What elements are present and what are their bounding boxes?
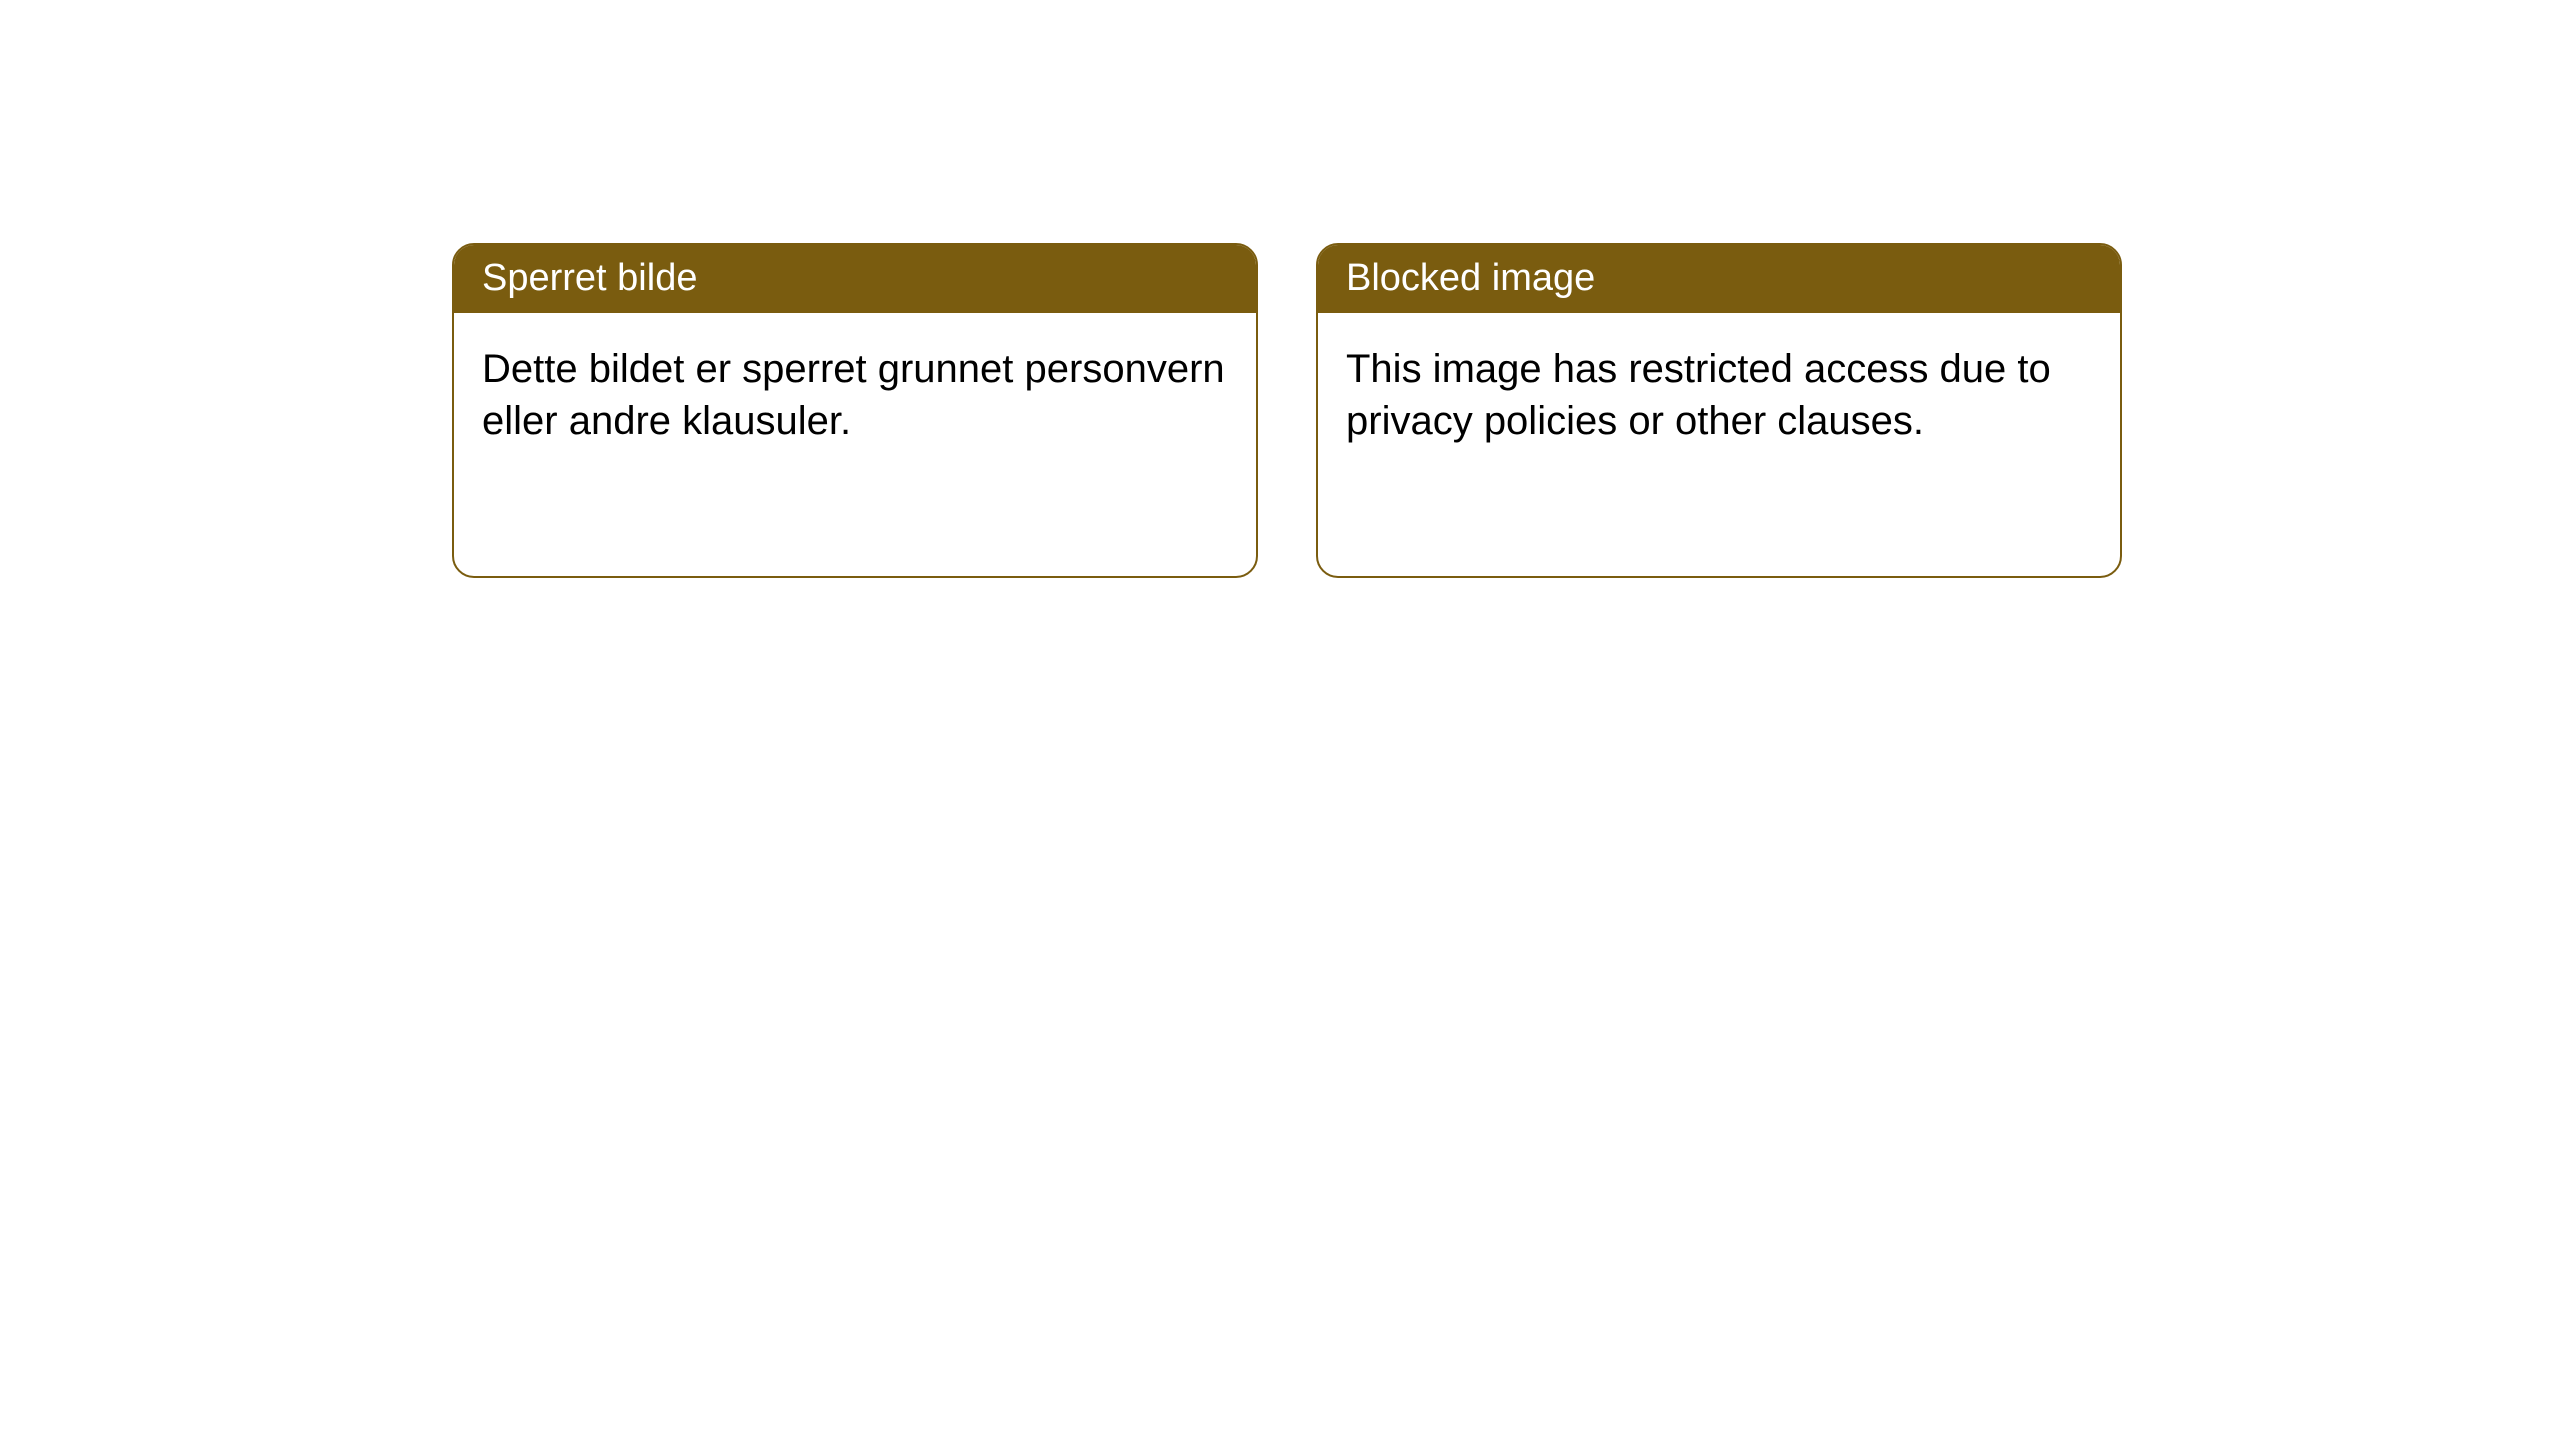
notice-header: Blocked image [1318, 245, 2120, 313]
notice-card-norwegian: Sperret bilde Dette bildet er sperret gr… [452, 243, 1258, 578]
notice-body: This image has restricted access due to … [1318, 313, 2120, 477]
notice-header: Sperret bilde [454, 245, 1256, 313]
notice-card-english: Blocked image This image has restricted … [1316, 243, 2122, 578]
notice-container: Sperret bilde Dette bildet er sperret gr… [0, 0, 2560, 578]
notice-body: Dette bildet er sperret grunnet personve… [454, 313, 1256, 477]
